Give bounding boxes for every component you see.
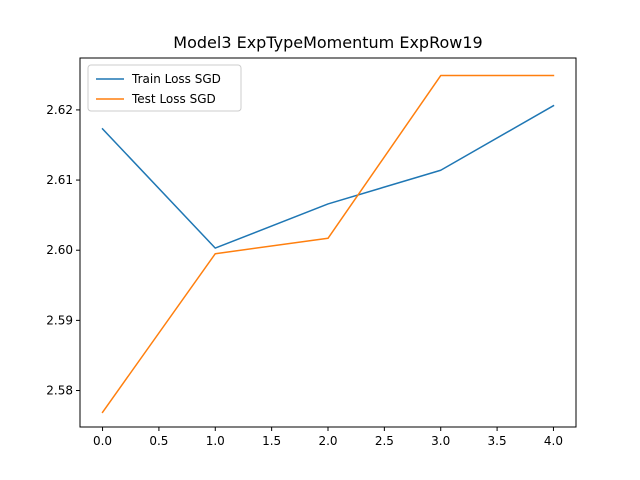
x-axis: 0.0 0.5 1.0 1.5 2.0 2.5 3.0 3.5 4.0: [93, 427, 563, 448]
legend-entry-label: Test Loss SGD: [131, 92, 216, 106]
x-tick-label: 2.5: [375, 434, 394, 448]
legend-box: [87, 64, 242, 112]
x-tick-label: 3.5: [488, 434, 507, 448]
y-axis: 2.58 2.59 2.60 2.61 2.62: [46, 103, 80, 398]
y-tick-label: 2.59: [46, 313, 73, 327]
y-tick-label: 2.62: [46, 103, 73, 117]
x-tick-label: 0.5: [149, 434, 168, 448]
x-tick-label: 2.0: [318, 434, 337, 448]
legend: Train Loss SGD Test Loss SGD: [87, 64, 242, 112]
y-tick-label: 2.58: [46, 384, 73, 398]
legend-entry-label: Train Loss SGD: [131, 72, 221, 86]
y-tick-label: 2.60: [46, 243, 73, 257]
y-tick-label: 2.61: [46, 173, 73, 187]
x-tick-label: 3.0: [431, 434, 450, 448]
series-line-0: [101, 104, 555, 249]
series-line-1: [101, 74, 555, 414]
x-tick-label: 0.0: [93, 434, 112, 448]
plot-area-frame: [79, 57, 577, 428]
chart-title: Model3 ExpTypeMomentum ExpRow19: [173, 33, 482, 52]
series-layer: [101, 74, 555, 414]
x-tick-label: 4.0: [544, 434, 563, 448]
x-tick-label: 1.5: [262, 434, 281, 448]
x-tick-label: 1.0: [206, 434, 225, 448]
